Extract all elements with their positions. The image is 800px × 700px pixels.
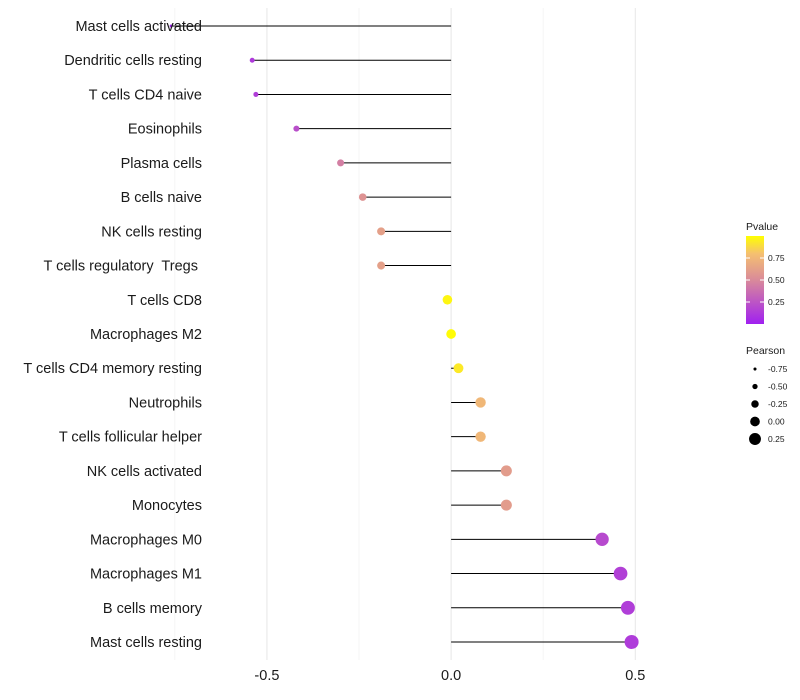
- pearson-size-key: [752, 383, 758, 390]
- pvalue-tick-label: 0.25: [768, 297, 785, 307]
- pearson-size-label: -0.25: [768, 399, 788, 409]
- lollipop-dot: [169, 24, 173, 28]
- pearson-size-legend: -0.75 -0.50 -0.25 0.00 0.25: [749, 364, 788, 445]
- lollipop-dot: [249, 57, 255, 63]
- lollipop-dot: [475, 397, 486, 408]
- pvalue-legend-ticks: 0.25 0.50 0.75: [746, 253, 785, 307]
- x-tick-label: -0.5: [254, 668, 279, 684]
- lollipop-dot: [377, 227, 386, 236]
- category-label: T cells regulatory Tregs: [44, 259, 203, 275]
- category-label: NK cells activated: [87, 464, 202, 480]
- pearson-size-label: 0.00: [768, 417, 785, 427]
- lollipop-dot: [253, 91, 259, 97]
- category-label: Macrophages M0: [90, 532, 202, 548]
- x-tick-label: 0.0: [441, 668, 461, 684]
- lollipop-dot: [337, 159, 345, 167]
- category-label: B cells naive: [121, 190, 202, 206]
- pvalue-legend-title: Pvalue: [746, 221, 778, 233]
- category-label: T cells CD8: [127, 293, 202, 309]
- category-labels: Mast cells activated Dendritic cells rest…: [23, 19, 202, 651]
- lollipop-dot: [613, 566, 628, 581]
- lollipop-dot: [500, 499, 512, 511]
- pearson-size-key: [750, 416, 760, 427]
- pearson-size-key: [753, 367, 757, 371]
- legend: Pvalue 0.250.500.75 Pearson -0.75-0.50-0…: [746, 221, 788, 445]
- pearson-size-label: -0.50: [768, 382, 788, 392]
- category-label: Macrophages M2: [90, 327, 202, 343]
- lollipop-dot: [500, 465, 512, 477]
- stem-layer: [171, 25, 632, 643]
- pvalue-colorbar: [746, 236, 764, 324]
- pearson-legend-title: Pearson: [746, 345, 785, 357]
- category-label: T cells CD4 memory resting: [23, 361, 202, 377]
- lollipop-dot: [446, 329, 456, 339]
- pvalue-tick-label: 0.50: [768, 275, 785, 285]
- category-label: NK cells resting: [101, 224, 202, 240]
- x-tick-label: 0.5: [625, 668, 645, 684]
- category-label: T cells CD4 naive: [89, 87, 202, 103]
- lollipop-dot: [595, 532, 609, 546]
- lollipop-dot: [358, 193, 367, 201]
- pearson-size-key: [751, 400, 759, 408]
- pearson-size-label: 0.25: [768, 434, 785, 444]
- category-label: Mast cells activated: [75, 19, 202, 35]
- lollipop-dot: [442, 294, 453, 305]
- lollipop-dot: [377, 261, 386, 270]
- category-label: Dendritic cells resting: [64, 53, 202, 69]
- lollipop-dot: [293, 125, 300, 132]
- pvalue-tick-label: 0.75: [768, 253, 785, 263]
- pearson-size-label: -0.75: [768, 364, 788, 374]
- category-label: Mast cells resting: [90, 635, 202, 651]
- category-label: T cells follicular helper: [59, 430, 202, 446]
- x-axis-ticks: -0.5 0.0 0.5: [254, 668, 645, 684]
- category-label: Monocytes: [132, 498, 202, 514]
- category-label: Macrophages M1: [90, 567, 202, 583]
- category-label: B cells memory: [103, 601, 203, 617]
- category-label: Neutrophils: [129, 395, 202, 411]
- lollipop-dot: [475, 431, 486, 442]
- grid-layer: [174, 8, 636, 660]
- dot-layer: [169, 24, 639, 649]
- category-label: Eosinophils: [128, 122, 202, 138]
- lollipop-dot: [620, 600, 635, 615]
- lollipop-dot: [453, 363, 464, 374]
- pearson-size-key: [749, 433, 761, 445]
- category-label: Plasma cells: [121, 156, 202, 172]
- lollipop-dot: [624, 635, 639, 649]
